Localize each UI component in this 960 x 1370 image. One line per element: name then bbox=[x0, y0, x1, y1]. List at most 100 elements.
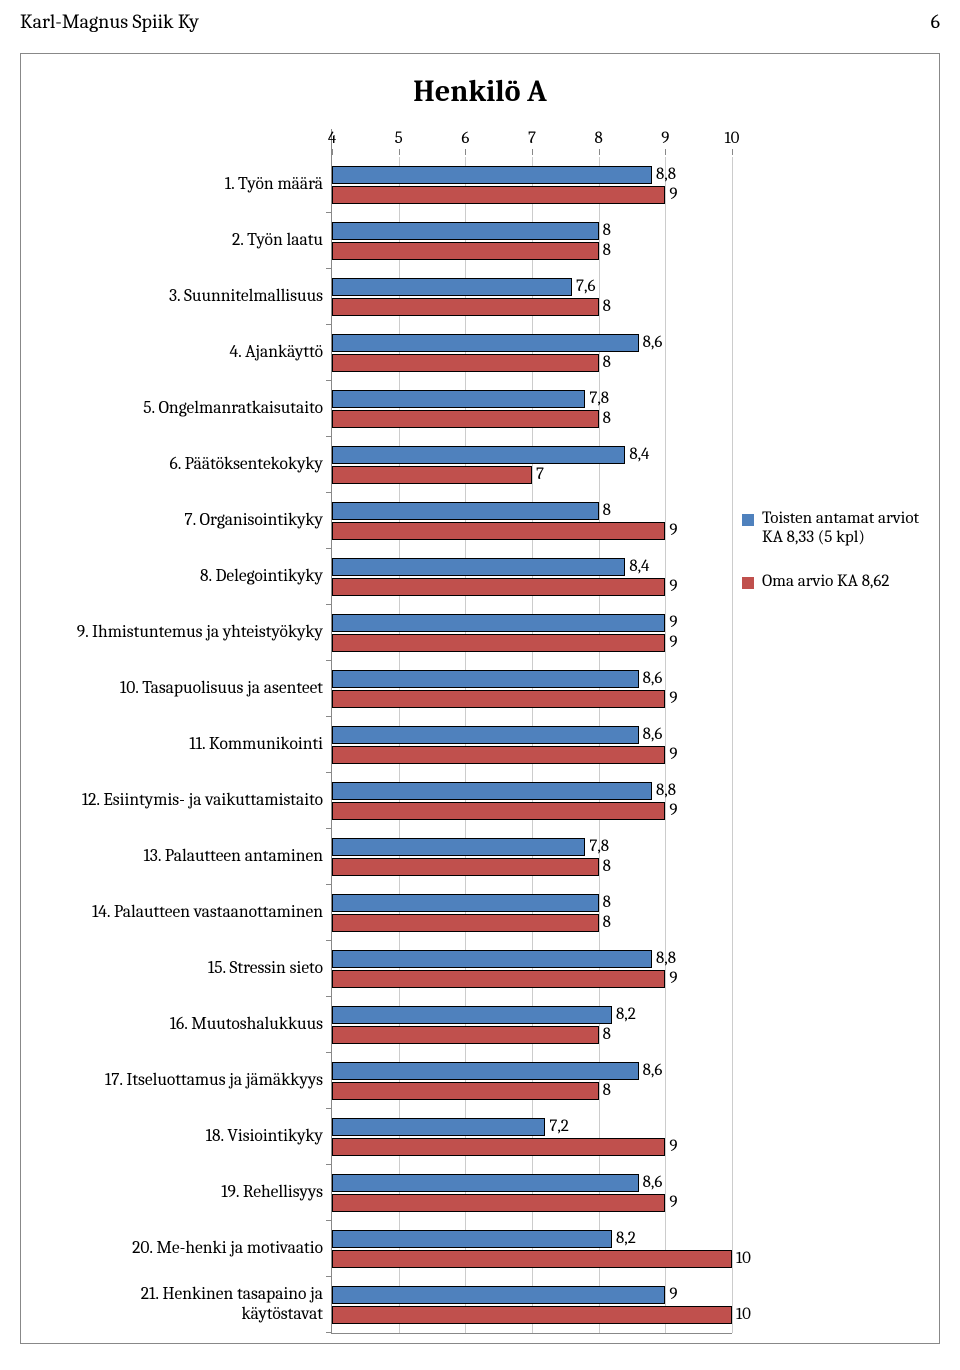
bar-value-label: 7,8 bbox=[589, 389, 609, 408]
bar-series-1 bbox=[332, 894, 599, 912]
bar-series-1 bbox=[332, 726, 639, 744]
bar-value-label: 8 bbox=[603, 221, 611, 240]
bar-row: 7,68 bbox=[332, 269, 732, 325]
bar-value-label: 8,6 bbox=[643, 1061, 663, 1080]
legend-swatch-2 bbox=[742, 577, 754, 589]
bar-series-2 bbox=[332, 634, 665, 652]
bar-series-2 bbox=[332, 1138, 665, 1156]
bar-series-1 bbox=[332, 222, 599, 240]
chart-body: 1. Työn määrä 2. Työn laatu 3. Suunnitelma… bbox=[31, 129, 929, 1333]
bar-value-label: 8 bbox=[603, 297, 611, 316]
bar-series-1 bbox=[332, 502, 599, 520]
header-left: Karl-Magnus Spiik Ky bbox=[20, 10, 199, 33]
bar-row: 8,89 bbox=[332, 773, 732, 829]
bar-value-label: 8,8 bbox=[656, 165, 676, 184]
x-axis-tick-label: 8 bbox=[595, 129, 603, 148]
category-label: 16. Muutoshalukkuus bbox=[31, 1014, 323, 1034]
bar-series-1 bbox=[332, 390, 585, 408]
bar-series-2 bbox=[332, 746, 665, 764]
bar-value-label: 8 bbox=[603, 913, 611, 932]
header-page-number: 6 bbox=[931, 10, 940, 33]
bar-series-2 bbox=[332, 186, 665, 204]
bar-series-1 bbox=[332, 446, 625, 464]
bar-series-2 bbox=[332, 410, 599, 428]
bar-value-label: 9 bbox=[669, 801, 677, 820]
bar-value-label: 8 bbox=[603, 893, 611, 912]
bar-series-2 bbox=[332, 914, 599, 932]
category-label: 4. Ajankäyttö bbox=[31, 342, 323, 362]
bar-row: 8,28 bbox=[332, 997, 732, 1053]
bar-series-2 bbox=[332, 354, 599, 372]
bar-value-label: 7,8 bbox=[589, 837, 609, 856]
bar-row: 8,69 bbox=[332, 717, 732, 773]
bar-series-1 bbox=[332, 950, 652, 968]
bar-row: 88 bbox=[332, 213, 732, 269]
bar-row: 8,89 bbox=[332, 157, 732, 213]
bar-series-1 bbox=[332, 166, 652, 184]
bar-series-2 bbox=[332, 1082, 599, 1100]
bar-row: 88 bbox=[332, 885, 732, 941]
bar-value-label: 9 bbox=[669, 689, 677, 708]
bar-row: 8,210 bbox=[332, 1221, 732, 1277]
bar-series-2 bbox=[332, 242, 599, 260]
category-label: 7. Organisointikyky bbox=[31, 510, 323, 530]
legend-item-2: Oma arvio KA 8,62 bbox=[742, 572, 929, 591]
category-label: 10. Tasapuolisuus ja asenteet bbox=[31, 678, 323, 698]
bar-value-label: 8 bbox=[603, 409, 611, 428]
bar-value-label: 9 bbox=[669, 969, 677, 988]
bar-value-label: 8 bbox=[603, 1081, 611, 1100]
bar-row: 8,49 bbox=[332, 549, 732, 605]
bar-value-label: 8 bbox=[603, 1025, 611, 1044]
bar-row: 8,89 bbox=[332, 941, 732, 997]
page: Karl-Magnus Spiik Ky 6 Henkilö A 1. Työn… bbox=[0, 0, 960, 1364]
legend-label-2: Oma arvio KA 8,62 bbox=[762, 572, 889, 591]
x-axis-tick-label: 4 bbox=[328, 129, 336, 148]
bar-value-label: 8,6 bbox=[643, 1173, 663, 1192]
category-label: 5. Ongelmanratkaisutaito bbox=[31, 398, 323, 418]
bar-series-2 bbox=[332, 1250, 732, 1268]
bar-series-1 bbox=[332, 1174, 639, 1192]
x-axis-tick-mark bbox=[532, 149, 533, 155]
bar-series-1 bbox=[332, 782, 652, 800]
x-axis-tick-mark bbox=[332, 149, 333, 155]
category-label: 1. Työn määrä bbox=[31, 174, 323, 194]
bar-value-label: 7 bbox=[536, 465, 544, 484]
page-header: Karl-Magnus Spiik Ky 6 bbox=[20, 10, 940, 33]
bar-row: 8,68 bbox=[332, 325, 732, 381]
category-label: 3. Suunnitelmallisuus bbox=[31, 286, 323, 306]
bar-value-label: 8,6 bbox=[643, 669, 663, 688]
bar-series-1 bbox=[332, 614, 665, 632]
bar-value-label: 8,8 bbox=[656, 781, 676, 800]
category-label: 8. Delegointikyky bbox=[31, 566, 323, 586]
bar-value-label: 9 bbox=[669, 521, 677, 540]
bar-value-label: 10 bbox=[736, 1249, 751, 1268]
category-label: 15. Stressin sieto bbox=[31, 958, 323, 978]
category-label: 2. Työn laatu bbox=[31, 230, 323, 250]
bar-value-label: 8,6 bbox=[643, 725, 663, 744]
x-axis: 45678910 bbox=[332, 129, 732, 157]
bar-series-1 bbox=[332, 334, 639, 352]
bar-series-1 bbox=[332, 1062, 639, 1080]
bar-series-1 bbox=[332, 278, 572, 296]
bar-value-label: 9 bbox=[669, 745, 677, 764]
bar-value-label: 8,8 bbox=[656, 949, 676, 968]
category-label: 13. Palautteen antaminen bbox=[31, 846, 323, 866]
chart-plot-column: 1. Työn määrä 2. Työn laatu 3. Suunnitelma… bbox=[31, 129, 732, 1333]
bar-series-2 bbox=[332, 858, 599, 876]
bar-series-2 bbox=[332, 802, 665, 820]
bar-value-label: 8,4 bbox=[629, 445, 649, 464]
chart-legend: Toisten antamat arviot KA 8,33 (5 kpl) O… bbox=[732, 509, 929, 616]
bar-value-label: 9 bbox=[669, 633, 677, 652]
category-label: 9. Ihmistuntemus ja yhteistyökyky bbox=[31, 622, 323, 642]
x-axis-tick-mark bbox=[399, 149, 400, 155]
category-label: 20. Me-henki ja motivaatio bbox=[31, 1238, 323, 1258]
bar-value-label: 8 bbox=[603, 241, 611, 260]
bar-row: 8,68 bbox=[332, 1053, 732, 1109]
bar-value-label: 9 bbox=[669, 613, 677, 632]
bar-series-1 bbox=[332, 670, 639, 688]
x-axis-tick-mark bbox=[732, 149, 733, 155]
x-axis-tick-label: 5 bbox=[395, 129, 403, 148]
bar-row: 8,69 bbox=[332, 661, 732, 717]
x-axis-tick-label: 9 bbox=[661, 129, 669, 148]
category-label: 12. Esiintymis- ja vaikuttamistaito bbox=[31, 790, 323, 810]
